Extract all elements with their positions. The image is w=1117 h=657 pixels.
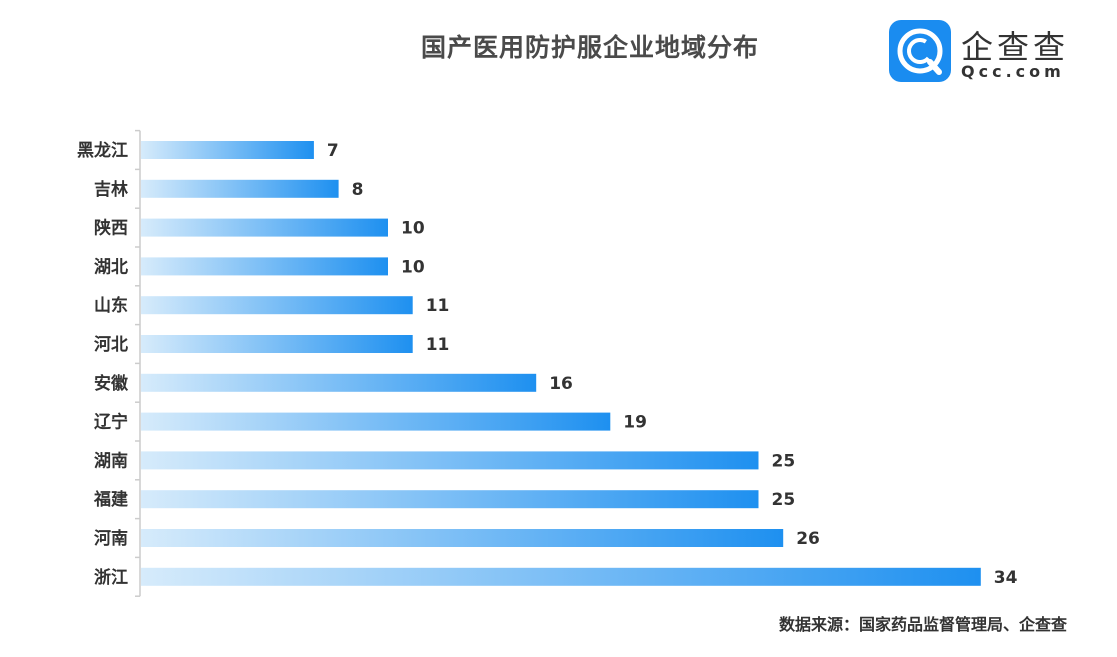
bar	[141, 335, 413, 353]
value-label: 10	[401, 257, 425, 277]
qcc-logo-name: 企查查	[961, 28, 1070, 66]
value-label: 11	[426, 335, 450, 355]
bar	[141, 296, 413, 315]
bar	[141, 451, 759, 470]
bar	[141, 490, 759, 509]
category-label: 山东	[94, 295, 128, 316]
category-label: 安徽	[94, 373, 129, 394]
value-label: 11	[426, 296, 450, 316]
bar	[141, 373, 537, 392]
value-label: 19	[623, 413, 647, 433]
chart-title: 国产医用防护服企业地域分布	[420, 33, 759, 62]
data-source-note: 数据来源：国家药品监督管理局、企查查	[778, 615, 1067, 634]
category-label: 黑龙江	[77, 140, 128, 161]
category-label: 河北	[94, 335, 128, 355]
value-label: 25	[772, 490, 796, 510]
category-label: 河南	[94, 528, 128, 549]
value-label: 16	[549, 374, 573, 394]
value-label: 10	[401, 219, 425, 239]
qcc-logo: 企查查 Qcc.com	[889, 20, 1079, 84]
value-label: 8	[352, 180, 364, 200]
bar	[141, 412, 611, 431]
bar	[141, 218, 388, 237]
category-label: 辽宁	[94, 412, 128, 433]
bar	[141, 529, 784, 547]
category-label: 吉林	[94, 179, 128, 200]
bar	[141, 257, 388, 276]
category-label: 陕西	[94, 218, 128, 239]
category-label: 浙江	[94, 567, 128, 588]
value-label: 26	[796, 529, 820, 549]
bar	[141, 179, 339, 198]
qcc-logo-url: Qcc.com	[961, 62, 1065, 81]
category-label: 湖南	[94, 450, 128, 471]
value-label: 7	[327, 141, 339, 161]
value-label: 34	[994, 568, 1018, 588]
category-label: 湖北	[94, 257, 128, 277]
bar	[141, 567, 981, 586]
value-label: 25	[772, 451, 796, 471]
bar	[141, 141, 314, 159]
category-label: 福建	[93, 489, 128, 510]
qcc-logo-icon	[889, 20, 951, 82]
